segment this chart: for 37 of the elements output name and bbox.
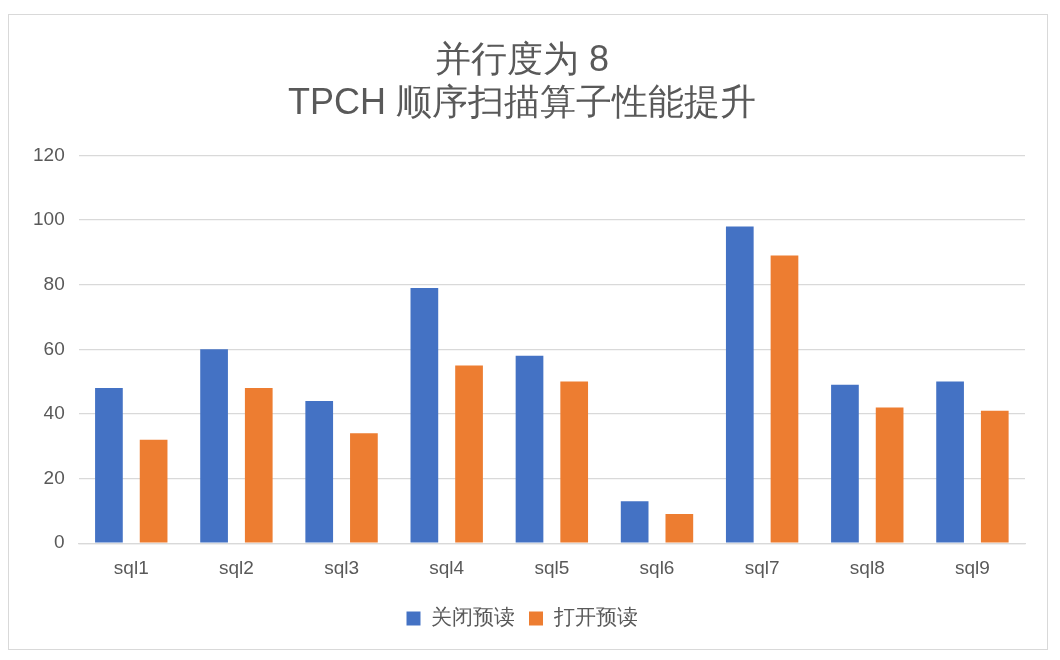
- bar: [770, 255, 799, 543]
- x-tick-label: sql6: [639, 556, 675, 578]
- y-tick-label: 40: [43, 402, 65, 424]
- y-tick-label: 100: [33, 208, 65, 230]
- x-tick-label: sql4: [429, 556, 465, 578]
- bar: [350, 433, 378, 543]
- bar: [139, 439, 168, 543]
- bar: [244, 388, 273, 543]
- x-tick-label: sql7: [744, 556, 780, 578]
- legend-label: 关闭预读: [431, 605, 515, 629]
- x-tick-label: sql5: [534, 556, 570, 578]
- bar: [200, 349, 228, 543]
- bar: [410, 287, 439, 543]
- bar: [560, 381, 589, 543]
- x-tick-label: sql1: [113, 556, 149, 578]
- bar: [305, 401, 334, 543]
- x-tick-label: sql3: [324, 556, 359, 578]
- bar: [620, 501, 649, 543]
- bar: [725, 226, 754, 543]
- bar: [665, 514, 694, 543]
- y-tick-label: 0: [54, 531, 65, 553]
- bar: [95, 388, 123, 543]
- bar: [936, 381, 964, 543]
- bar: [980, 410, 1009, 543]
- y-tick-label: 120: [33, 143, 65, 165]
- y-tick-label: 80: [43, 272, 65, 294]
- bar: [831, 384, 859, 543]
- y-tick-label: 60: [43, 337, 65, 359]
- bar: [455, 365, 483, 543]
- chart-title: 并行度为 8 TPCH 顺序扫描算子性能提升: [288, 37, 756, 122]
- bar: [515, 355, 544, 543]
- x-tick-label: sql9: [955, 556, 990, 578]
- y-tick-label: 20: [43, 466, 65, 488]
- x-tick-label: sql8: [849, 556, 885, 578]
- legend-label: 打开预读: [552, 605, 638, 629]
- x-tick-label: sql2: [218, 556, 254, 578]
- bar: [875, 407, 904, 543]
